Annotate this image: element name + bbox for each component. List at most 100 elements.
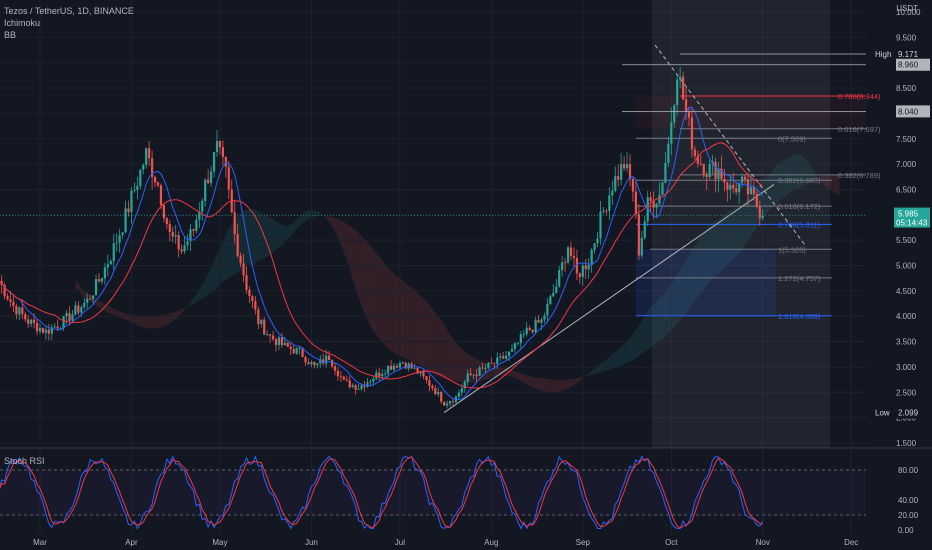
candle-body — [623, 164, 626, 169]
candle-body — [652, 200, 655, 208]
candle-body — [708, 164, 711, 178]
fib-level-label: 0.618(6.172) — [778, 202, 821, 211]
cloud-segment — [765, 174, 769, 215]
candle-body — [537, 319, 540, 323]
fib-zone-blue — [636, 249, 776, 316]
cloud-segment — [208, 267, 212, 295]
cloud-segment — [78, 282, 82, 295]
cloud-segment — [299, 213, 303, 227]
bb-label[interactable]: BB — [4, 30, 17, 40]
price-tick-label: 3.500 — [896, 338, 917, 347]
candle-body — [507, 351, 511, 356]
candle-body — [522, 334, 525, 335]
cloud-segment — [606, 357, 610, 371]
cloud-segment — [450, 334, 453, 381]
cloud-segment — [131, 315, 135, 324]
cloud-segment — [615, 349, 619, 368]
candle-body — [516, 343, 519, 344]
price-tick-label: 5.500 — [896, 236, 917, 245]
cloud-segment — [196, 289, 200, 303]
cloud-segment — [155, 315, 158, 329]
candle-body — [207, 179, 210, 184]
cloud-segment — [568, 379, 571, 389]
price-tick-label: 4.000 — [896, 312, 917, 321]
candle-body — [664, 162, 667, 183]
low-value-badge-bg — [896, 406, 930, 419]
stoch-rsi-label[interactable]: Stoch RSI — [4, 456, 45, 466]
candle-body — [53, 326, 56, 328]
candle-body — [274, 339, 278, 345]
cloud-segment — [146, 316, 150, 329]
stoch-d-line — [0, 456, 763, 529]
candle-body — [617, 176, 620, 180]
cloud-segment — [656, 297, 660, 344]
cloud-segment — [833, 174, 837, 195]
cloud-segment — [163, 313, 167, 326]
cloud-segment — [541, 378, 545, 392]
candle-body — [487, 362, 490, 368]
candle-body — [490, 362, 493, 364]
ma-slow-line — [0, 142, 764, 389]
fib-level-label: 0.382(6.789) — [838, 171, 881, 180]
candle-body — [351, 385, 354, 388]
candle-body — [673, 105, 676, 123]
candle-body — [749, 187, 753, 195]
price-tick-label: 5.000 — [896, 262, 917, 271]
candle-body — [307, 362, 310, 365]
cloud-segment — [801, 155, 805, 188]
candle-body — [295, 347, 298, 354]
candle-body — [325, 355, 328, 364]
candle-body — [339, 376, 342, 378]
candle-body — [271, 335, 275, 340]
rsi-tick-label: 80.00 — [898, 466, 919, 475]
price-tick-label: 6.500 — [896, 185, 917, 194]
candle-body — [384, 373, 387, 375]
cloud-segment — [709, 222, 713, 282]
candle-body — [174, 235, 177, 237]
high-value-badge-bg — [896, 48, 930, 61]
candle-body — [587, 265, 590, 270]
cloud-segment — [476, 358, 480, 382]
cloud-segment — [795, 154, 799, 190]
candle-body — [448, 401, 452, 404]
level-badge-bg — [896, 105, 930, 118]
rsi-band-fill — [0, 470, 866, 515]
candle-body — [254, 301, 257, 310]
cloud-segment — [517, 372, 521, 381]
candle-body — [233, 212, 236, 235]
symbol-title[interactable]: Tezos / TetherUS, 1D, BINANCE — [4, 6, 134, 16]
candle-body — [578, 273, 581, 277]
candle-body — [510, 348, 514, 352]
candle-body — [92, 295, 95, 299]
stoch-rsi-pane: 0.00 20.00 40.00 80.00 — [0, 455, 919, 535]
candle-body — [195, 219, 198, 231]
cloud-segment — [261, 212, 265, 261]
candle-body — [269, 334, 272, 336]
candle-body — [263, 319, 266, 335]
cloud-segment — [689, 249, 692, 309]
cloud-segment — [113, 308, 117, 317]
candle-body — [313, 361, 316, 366]
cloud-segment — [402, 280, 406, 359]
candle-body — [333, 366, 337, 371]
cloud-segment — [335, 217, 338, 238]
candle-body — [469, 373, 472, 376]
cloud-segment — [697, 236, 701, 297]
cloud-segment — [520, 373, 524, 383]
candle-body — [74, 305, 77, 315]
candle-body — [605, 210, 608, 212]
cloud-segment — [405, 283, 409, 360]
candle-body — [21, 307, 24, 315]
cloud-segment — [529, 376, 533, 388]
cloud-segment — [683, 260, 687, 317]
candle-body — [531, 330, 534, 333]
candle-body — [201, 200, 204, 212]
candle-body — [761, 215, 764, 218]
candle-body — [189, 229, 192, 242]
time-axis[interactable]: Mar Apr May Jun Jul Aug Sep Oct Nov Dec — [33, 538, 858, 547]
cloud-segment — [337, 218, 341, 245]
ichimoku-label[interactable]: Ichimoku — [4, 18, 41, 28]
candle-body — [204, 179, 207, 201]
candle-body — [696, 156, 699, 164]
candle-body — [94, 279, 98, 296]
